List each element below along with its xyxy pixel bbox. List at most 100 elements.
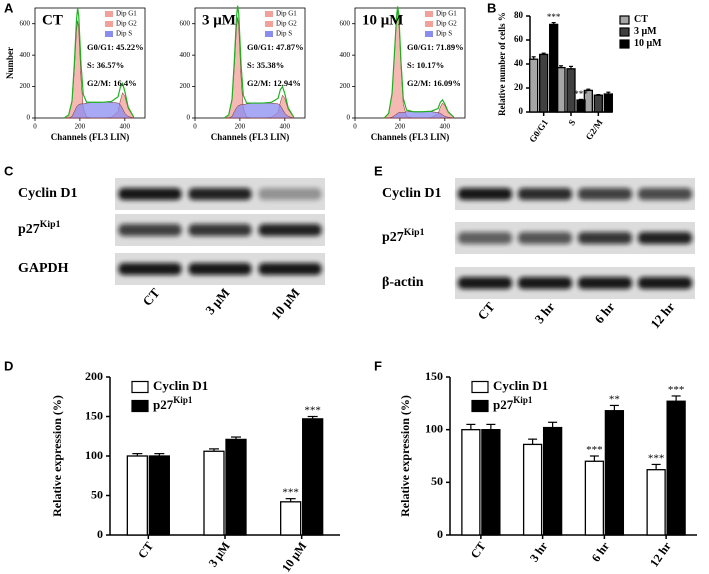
annotation: G2/M: 16.09%: [407, 78, 461, 88]
legend-label: Dip G1: [116, 10, 137, 18]
legend-label: CT: [634, 14, 648, 25]
plot-frame: [354, 7, 466, 119]
y-tick-label: 200: [180, 82, 191, 90]
row-label: GAPDH: [18, 261, 69, 276]
legend-label: 10 μM: [634, 38, 662, 49]
legend-name: Cyclin D1: [153, 378, 208, 393]
blot-band: [188, 224, 252, 236]
legend-swatch: [265, 31, 273, 37]
x-tick-label: 200: [235, 123, 246, 131]
annotation: G2/M: 16.4%: [87, 78, 137, 88]
blot-band: [578, 188, 632, 200]
legend-name: p27: [153, 397, 174, 412]
legend-swatch: [425, 31, 433, 37]
legend-name-sup: Kip1: [513, 395, 533, 405]
legend-name: 3 μM: [634, 26, 657, 37]
y-tick-label: 200: [20, 82, 31, 90]
y-tick-label: 0: [519, 106, 524, 116]
x-tick-label: 0: [33, 123, 37, 131]
x-tick-label: 200: [395, 123, 406, 131]
legend-swatch: [105, 21, 113, 27]
legend-swatch: [471, 380, 489, 394]
x-axis-label: Channels (FL3 LIN): [51, 132, 130, 142]
legend-name-sup: Kip1: [173, 395, 193, 405]
x-tick-label: 12 hr: [647, 539, 674, 570]
x-tick-label: 3 μM: [206, 539, 233, 569]
blot-band: [638, 277, 692, 289]
bar: [646, 469, 666, 536]
x-tick-label: 0: [353, 123, 357, 131]
significance: ***: [304, 405, 321, 417]
y-tick-label: 100: [425, 421, 443, 435]
x-tick-label: 3 hr: [527, 539, 551, 565]
y-tick-label: 0: [97, 527, 103, 541]
x-tick-label: CT: [468, 539, 489, 561]
blot-band: [518, 188, 572, 200]
y-tick-label: 100: [85, 448, 103, 462]
panel-letter: C: [4, 163, 14, 178]
bar: [576, 99, 586, 113]
blot-band: [518, 232, 572, 244]
legend-swatch: [619, 39, 630, 49]
histogram-area: [384, 111, 454, 119]
significance: ***: [282, 487, 299, 499]
lane-label: 6 hr: [591, 299, 617, 326]
bar: [225, 438, 247, 536]
y-axis-label: Relative expression (%): [398, 395, 412, 517]
panel-letter: A: [4, 0, 14, 15]
significance: ***: [648, 452, 665, 464]
lane-label: 3 hr: [531, 299, 557, 326]
legend-label: Dip G2: [436, 20, 457, 28]
bar: [666, 400, 686, 536]
y-tick-label: 60: [514, 34, 524, 44]
blot-band: [458, 277, 512, 289]
legend-name: Cyclin D1: [493, 378, 548, 393]
panel-title: 10 μM: [362, 12, 403, 28]
bar: [549, 23, 559, 113]
y-tick-label: 50: [91, 487, 103, 501]
panel-letter: D: [4, 358, 13, 373]
significance: ***: [586, 444, 603, 456]
legend-label: Cyclin D1: [493, 378, 548, 393]
lane-label: 10 μM: [268, 285, 303, 322]
blot-band: [188, 188, 252, 200]
x-tick-label: 10 μM: [279, 539, 309, 574]
significance: ***: [668, 384, 685, 396]
blot-band: [638, 188, 692, 200]
y-tick-label: 0: [347, 114, 351, 122]
legend-swatch: [265, 11, 273, 17]
row-label-sup: Kip1: [404, 227, 425, 238]
row-label-sup: Kip1: [40, 219, 61, 230]
total-outline: [383, 6, 455, 119]
y-tick-label: 20: [514, 82, 524, 92]
blot-band: [188, 263, 252, 275]
legend-swatch: [105, 31, 113, 37]
significance: ***: [547, 12, 561, 22]
x-tick-label: 400: [280, 123, 291, 131]
blot-band: [118, 224, 182, 236]
blot-band: [578, 277, 632, 289]
x-tick-label: S: [566, 118, 577, 128]
blot-band: [458, 232, 512, 244]
significance: **: [609, 393, 620, 405]
row-label: p27Kip1: [18, 219, 61, 237]
x-axis-label: Channels (FL3 LIN): [371, 132, 450, 142]
panel-letter: F: [374, 358, 382, 373]
bar: [481, 429, 501, 536]
row-label-text: p27: [382, 230, 404, 245]
legend-label: Dip G1: [436, 10, 457, 18]
y-axis-label: Relative expression (%): [50, 395, 64, 517]
blot-band: [258, 263, 322, 275]
y-tick-label: 0: [437, 527, 443, 541]
panel-title: CT: [42, 12, 63, 28]
legend-label: Dip G1: [276, 10, 297, 18]
bar: [593, 94, 603, 113]
legend-swatch: [425, 11, 433, 17]
lane-label: CT: [139, 285, 162, 309]
bar: [280, 501, 302, 536]
bar: [302, 418, 324, 536]
annotation: G0/G1: 45.22%: [87, 42, 144, 52]
y-tick-label: 600: [180, 19, 191, 27]
x-tick-label: 400: [440, 123, 451, 131]
legend-label: Dip S: [436, 30, 452, 38]
